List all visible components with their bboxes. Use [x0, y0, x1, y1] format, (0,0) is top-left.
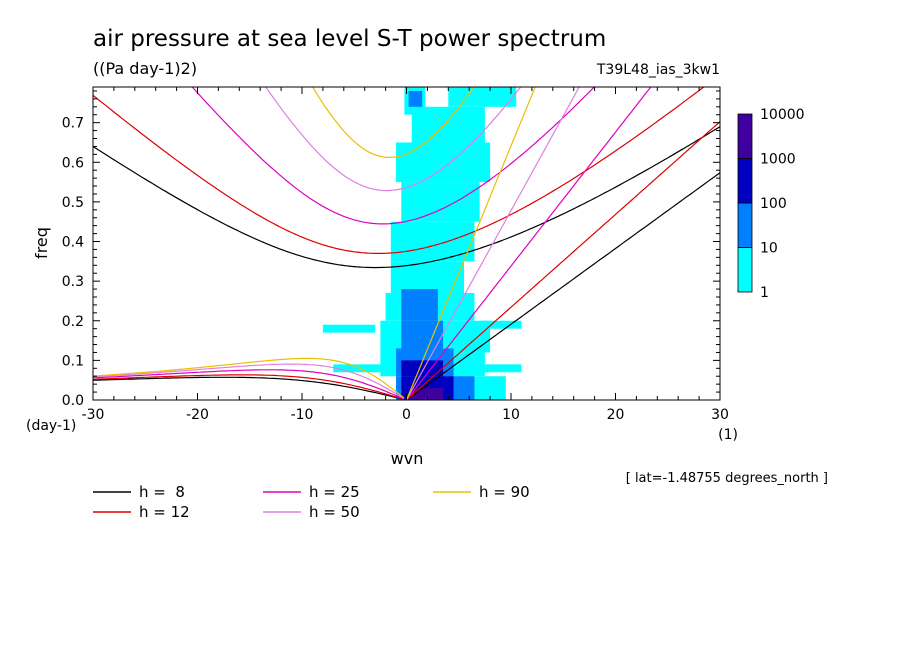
heatmap-cell	[322, 324, 376, 333]
y-tick-label: 0.2	[62, 314, 84, 330]
heatmap-cell	[448, 87, 517, 107]
x-unit-label: (1)	[718, 427, 738, 443]
gravity-curve	[93, 126, 720, 269]
heatmap-cell	[401, 320, 444, 349]
rossby-curve	[93, 369, 405, 400]
kelvin-curve	[406, 121, 720, 400]
colorbar: 1 10 100 1000 10000	[737, 107, 805, 301]
heatmap-cell	[411, 388, 444, 400]
rossby-curve	[93, 363, 405, 399]
colorbar-label: 10	[760, 241, 778, 257]
y-tick-label: 0.1	[62, 353, 84, 369]
rossby-curve	[93, 376, 405, 400]
colorbar-label: 1	[760, 285, 769, 301]
x-tick-label: -30	[82, 407, 105, 423]
legend-label: h = 8	[139, 483, 185, 501]
x-axis: -30 -20 -10 0 10 20 30	[82, 87, 729, 423]
gravity-curve	[264, 87, 522, 192]
colorbar-swatch	[737, 113, 753, 159]
colorbar-swatch	[737, 247, 753, 293]
x-tick-label: 10	[502, 407, 520, 423]
x-tick-label: 0	[402, 407, 411, 423]
kelvin-curve	[405, 87, 536, 400]
y-tick-label: 0.6	[62, 155, 84, 171]
colorbar-swatch	[737, 158, 753, 204]
x-tick-label: 20	[607, 407, 625, 423]
y-tick-label: 0.7	[62, 116, 84, 132]
colorbar-swatch	[737, 202, 753, 248]
heatmap-cell	[396, 142, 491, 183]
x-axis-label: wvn	[391, 449, 424, 468]
y-unit-label: (day-1)	[26, 418, 76, 434]
dispersion-legend: h = 8 h = 12 h = 25 h = 50 h = 90	[93, 483, 530, 521]
heatmap-cell	[401, 289, 438, 321]
heatmap-cell	[390, 261, 464, 294]
rossby-curve	[93, 357, 405, 399]
y-axis-label: freq	[32, 227, 51, 259]
heatmap-cell	[401, 360, 444, 377]
x-tick-label: 30	[711, 407, 729, 423]
kelvin-curve	[406, 87, 652, 400]
heatmap-layer	[322, 87, 522, 400]
y-tick-label: 0.0	[62, 393, 84, 409]
gravity-curve	[311, 87, 475, 158]
heatmap-cell	[408, 90, 423, 107]
y-tick-label: 0.5	[62, 195, 84, 211]
y-tick-label: 0.4	[62, 235, 84, 251]
rossby-curve	[93, 374, 405, 400]
heatmap-cell	[479, 320, 522, 329]
heatmap-cell	[401, 182, 480, 222]
x-tick-label: -20	[186, 407, 209, 423]
legend-label: h = 50	[309, 503, 360, 521]
heatmap-cell	[390, 221, 475, 262]
y-axis: 0.0 0.1 0.2 0.3 0.4 0.5 0.6 0.7	[62, 90, 720, 409]
x-tick-label: -10	[291, 407, 314, 423]
dispersion-curves	[93, 87, 720, 400]
kelvin-curve	[406, 172, 720, 400]
experiment-label: T39L48_ias_3kw1	[596, 62, 720, 78]
legend-label: h = 12	[139, 503, 190, 521]
latitude-annotation: [ lat=-1.48755 degrees_north ]	[626, 471, 828, 486]
chart-subtitle: ((Pa day-1)2)	[93, 59, 197, 78]
chart-title: air pressure at sea level S-T power spec…	[93, 26, 606, 52]
colorbar-label: 100	[760, 196, 787, 212]
colorbar-label: 10000	[760, 107, 805, 123]
gravity-curve	[93, 87, 705, 254]
legend-label: h = 25	[309, 483, 360, 501]
kelvin-curve	[405, 87, 580, 400]
legend-label: h = 90	[479, 483, 530, 501]
colorbar-label: 1000	[760, 152, 796, 168]
y-tick-label: 0.3	[62, 274, 84, 290]
